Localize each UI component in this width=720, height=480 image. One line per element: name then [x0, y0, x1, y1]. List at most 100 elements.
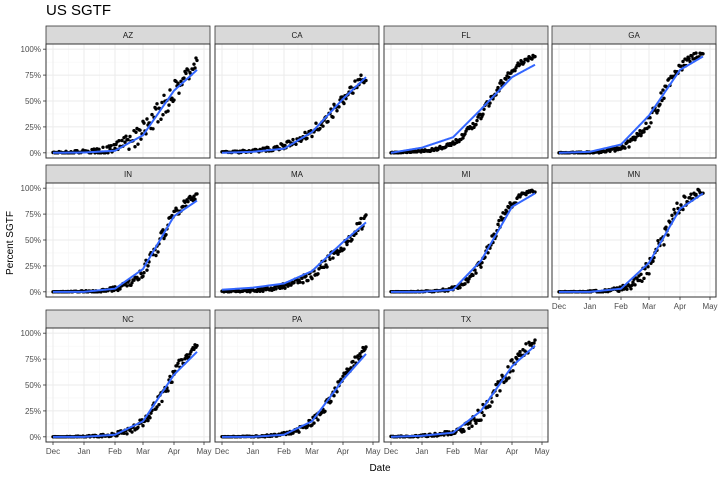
x-tick-label: Apr [674, 302, 687, 311]
data-point [496, 85, 500, 90]
data-point [316, 418, 320, 422]
data-point [305, 136, 309, 140]
data-point [499, 215, 503, 219]
data-point [156, 250, 160, 254]
data-point [527, 340, 531, 345]
data-point [462, 429, 466, 433]
facet-strip-label: NC [122, 315, 134, 324]
data-point [266, 145, 270, 150]
data-point [346, 239, 350, 243]
data-point [458, 285, 462, 290]
y-tick-label: 25% [25, 407, 41, 416]
data-point [351, 359, 355, 364]
data-point [360, 227, 364, 231]
data-point [166, 389, 170, 393]
x-tick-label: Jan [584, 302, 597, 311]
facet-strip-label: CA [291, 31, 303, 40]
y-axis-title: Percent SGTF [5, 211, 16, 275]
fit-line [558, 55, 704, 154]
data-point [297, 430, 301, 434]
data-point [294, 142, 298, 146]
facet-mn: MN Dec Jan Feb Mar Apr May [551, 164, 718, 311]
data-point [649, 121, 653, 125]
data-point [467, 426, 471, 430]
data-point [314, 121, 318, 125]
x-tick-label: Feb [446, 447, 460, 456]
x-tick-label: Dec [552, 302, 566, 311]
data-point [358, 352, 362, 356]
data-point [358, 221, 362, 225]
data-point [168, 374, 172, 379]
data-point [662, 243, 666, 247]
data-point [181, 204, 185, 209]
data-point [117, 139, 121, 143]
data-point [522, 60, 526, 65]
data-point [679, 64, 683, 68]
data-point [326, 119, 330, 124]
data-point [133, 145, 137, 149]
facet-ma: MA [214, 164, 380, 298]
data-point [342, 101, 346, 106]
data-point [155, 405, 159, 409]
data-point [633, 283, 637, 287]
facet-strip-label: MI [462, 170, 471, 179]
panel-border [551, 182, 717, 298]
data-point [640, 279, 644, 283]
data-point [146, 418, 150, 423]
data-point [192, 347, 196, 352]
data-point [184, 71, 188, 76]
data-point [701, 52, 705, 56]
data-point [490, 400, 494, 404]
data-point [463, 132, 467, 136]
data-point [186, 68, 190, 72]
data-point [498, 389, 502, 393]
data-point [306, 278, 310, 283]
data-point [656, 108, 660, 113]
data-point [148, 416, 152, 420]
data-point [292, 280, 296, 285]
data-point [468, 421, 472, 425]
facet-strip-label: PA [292, 315, 303, 324]
data-point [507, 205, 511, 210]
facet-fl: FL [383, 25, 549, 159]
data-point [155, 102, 159, 106]
fit-line [53, 199, 198, 293]
fit-line [221, 76, 367, 154]
x-tick-label: Feb [277, 447, 291, 456]
data-point [125, 284, 129, 288]
y-tick-label: 75% [25, 210, 41, 219]
fit-line [390, 344, 536, 438]
data-point [532, 341, 536, 345]
data-point [337, 105, 341, 109]
data-point [647, 272, 651, 276]
x-tick-label: Apr [337, 447, 350, 456]
data-point [675, 201, 679, 205]
data-point [471, 273, 475, 278]
data-point [331, 115, 335, 119]
facet-strip-label: IN [124, 170, 132, 179]
data-point [123, 140, 127, 144]
data-point [120, 138, 124, 143]
fit-line [390, 63, 536, 154]
data-point [461, 136, 465, 140]
data-point [518, 350, 522, 354]
data-point [689, 192, 693, 196]
data-point [157, 402, 161, 407]
data-point [349, 85, 353, 89]
x-tick-label: Feb [108, 447, 122, 456]
data-point [679, 203, 683, 207]
y-tick-label: 50% [25, 381, 41, 390]
data-point [630, 283, 634, 287]
x-tick-label: Feb [614, 302, 628, 311]
data-point [142, 121, 146, 125]
data-point [359, 216, 363, 221]
data-point [142, 270, 146, 275]
data-point [172, 98, 176, 102]
data-point [170, 380, 174, 384]
data-point [687, 56, 691, 61]
data-point [303, 130, 307, 135]
data-point [510, 358, 514, 362]
data-point [145, 268, 149, 272]
data-point [670, 213, 674, 218]
data-point [617, 289, 621, 293]
